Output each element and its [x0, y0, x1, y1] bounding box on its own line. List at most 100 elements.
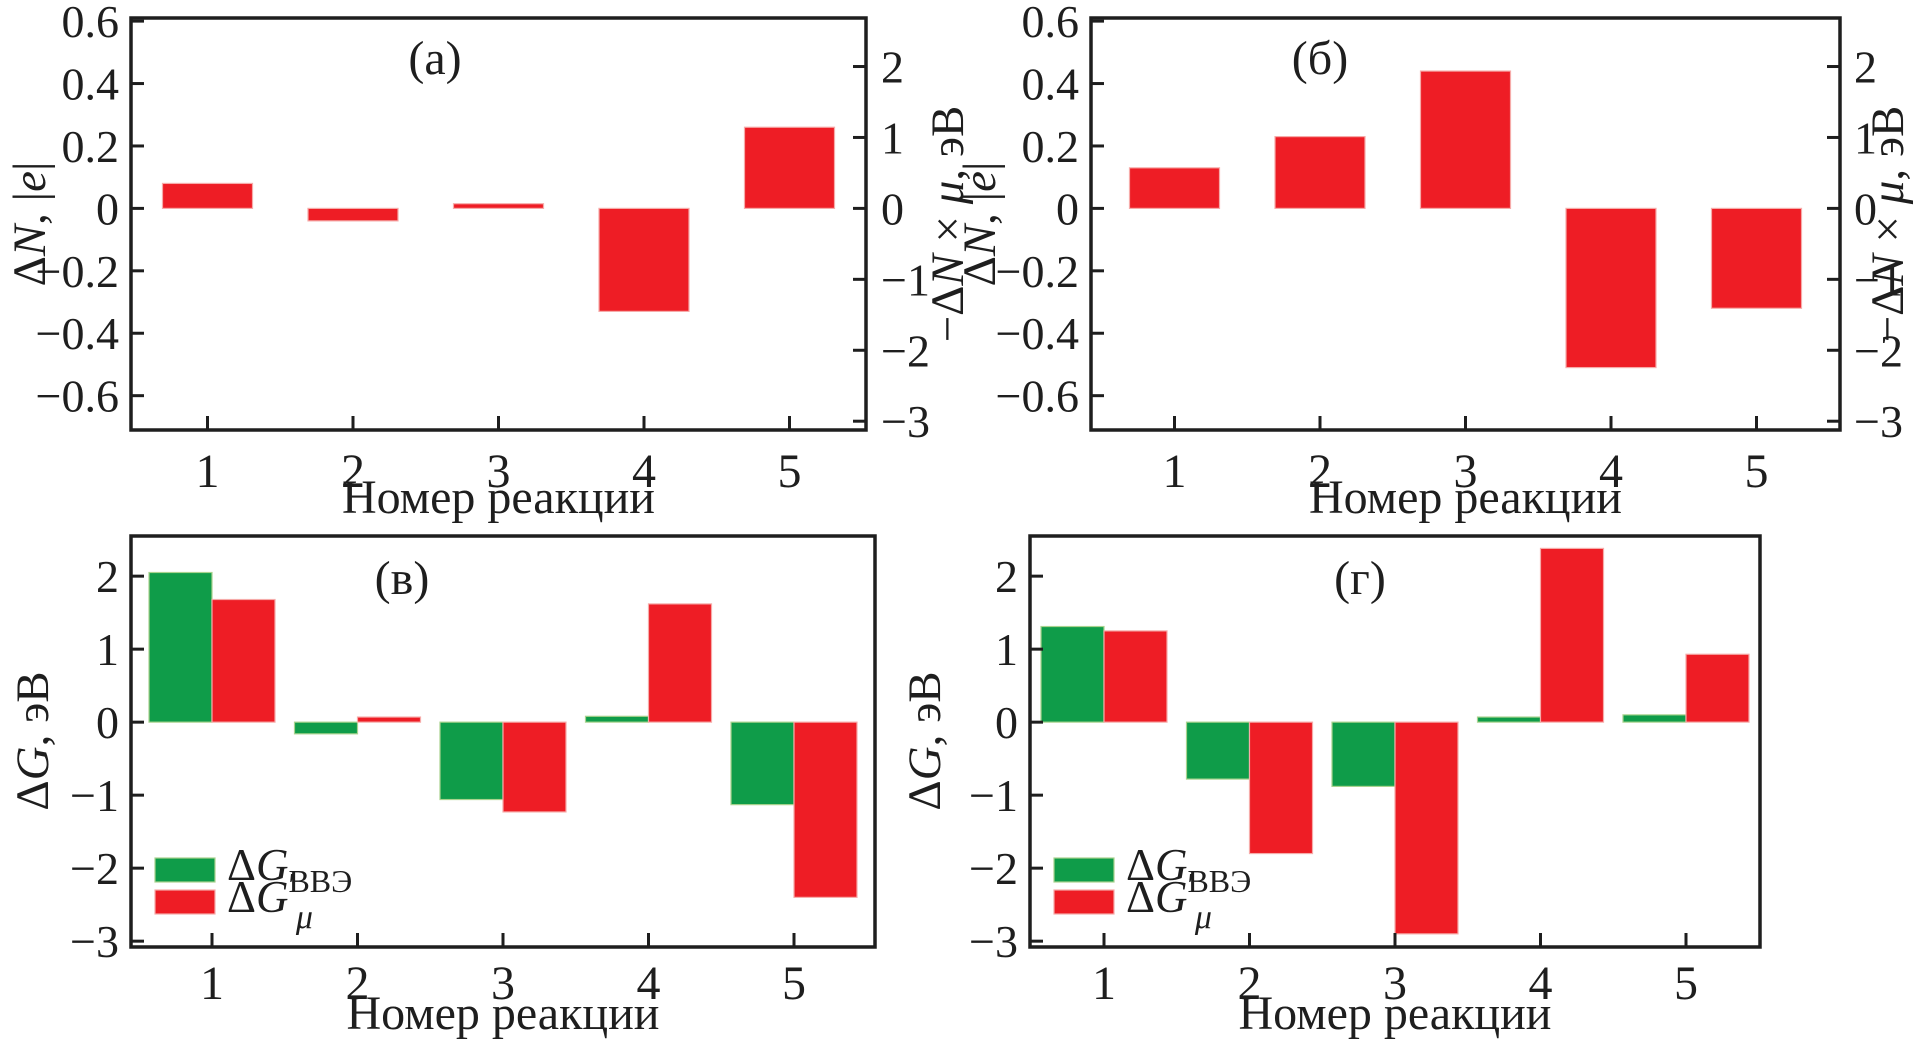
bar-panel-г-reaction-5-green	[1622, 714, 1687, 723]
x-tick-label: 4	[632, 445, 656, 498]
x-tick-label: 3	[1383, 957, 1407, 1010]
x-tick-label: 1	[1163, 445, 1187, 498]
y-tick-label-left: 1	[995, 624, 1018, 675]
bar-panel-г-reaction-2-red	[1248, 721, 1314, 855]
bar-panel-г-reaction-3-green	[1331, 721, 1396, 787]
x-tick-label: 3	[487, 445, 511, 498]
y-tick-label-left: −2	[969, 843, 1018, 894]
bar-panel-а-reaction-4	[598, 207, 690, 312]
y-tick-label-left: −1	[969, 770, 1018, 821]
x-tick-label: 1	[196, 445, 220, 498]
right-axis-label: −ΔN × μ, эВ	[922, 106, 974, 343]
x-tick-label: 3	[491, 957, 515, 1010]
panel-а-border	[129, 16, 868, 432]
x-tick-label: 2	[1238, 957, 1262, 1010]
bar-panel-а-reaction-5	[743, 126, 836, 209]
bar-panel-в-reaction-5-red	[793, 721, 858, 898]
bar-panel-в-reaction-2-red	[356, 716, 422, 723]
x-tick-label: 2	[1308, 445, 1332, 498]
bar-panel-в-reaction-3-red	[502, 721, 567, 813]
legend-label-red: ΔG′μ	[1126, 867, 1212, 936]
bar-panel-г-reaction-3-red	[1394, 721, 1459, 935]
left-axis-label: ΔG, эВ	[7, 671, 59, 810]
bar-panel-в-reaction-2-green	[293, 721, 359, 735]
y-tick-label-left: 0	[995, 697, 1018, 748]
bar-panel-в-reaction-1-green	[148, 571, 213, 723]
y-tick-label-left: 0	[96, 183, 119, 234]
legend-label-red: ΔG′μ	[227, 867, 313, 936]
bar-panel-г-reaction-1-green	[1040, 625, 1105, 723]
x-tick-label: 2	[341, 445, 365, 498]
y-tick-label-left: 0.4	[1022, 59, 1080, 110]
x-tick-label: 5	[1674, 957, 1698, 1010]
bar-panel-а-reaction-1	[161, 182, 254, 209]
y-tick-label-left: 0.2	[62, 121, 120, 172]
panel-letter: (а)	[408, 32, 461, 85]
legend-swatch-red	[1053, 889, 1115, 915]
right-axis-label: −ΔN × μ, эВ	[1862, 106, 1914, 343]
y-tick-label-right: 1	[1854, 112, 1877, 163]
y-tick-label-right: 0	[1854, 183, 1877, 234]
bar-panel-г-reaction-2-green	[1185, 721, 1251, 780]
y-tick-label-left: 2	[995, 551, 1018, 602]
y-tick-label-right: −3	[1854, 396, 1903, 447]
y-tick-label-left: −0.6	[996, 371, 1079, 422]
y-tick-label-left: 0	[1056, 183, 1079, 234]
y-tick-label-left: −2	[70, 843, 119, 894]
y-tick-label-left: −1	[70, 770, 119, 821]
y-tick-label-left: −0.2	[36, 246, 119, 297]
y-tick-label-right: −1	[881, 254, 930, 305]
y-tick-label-left: −0.2	[996, 246, 1079, 297]
x-tick-label: 4	[637, 957, 661, 1010]
bar-panel-г-reaction-5-red	[1685, 653, 1750, 723]
x-tick-label: 4	[1529, 957, 1553, 1010]
x-tick-label: 5	[782, 957, 806, 1010]
bar-panel-г-reaction-4-green	[1476, 716, 1542, 723]
legend-swatch-green	[1053, 857, 1115, 883]
bar-panel-г-reaction-4-red	[1539, 547, 1605, 723]
x-tick-label: 1	[1092, 957, 1116, 1010]
bar-panel-в-reaction-1-red	[211, 598, 276, 723]
y-tick-label-right: 2	[881, 42, 904, 93]
y-tick-label-right: −3	[881, 396, 930, 447]
y-tick-label-left: −0.4	[996, 308, 1079, 359]
y-tick-label-left: 0.6	[1022, 0, 1080, 47]
bar-panel-в-reaction-4-green	[584, 715, 650, 723]
panel-letter: (г)	[1334, 552, 1386, 605]
y-tick-label-left: 2	[96, 551, 119, 602]
bar-panel-а-reaction-2	[307, 207, 399, 222]
legend-label-green: ΔGВВЭ	[1126, 840, 1251, 899]
y-tick-label-right: 1	[881, 112, 904, 163]
left-axis-label: ΔN, |e|	[4, 162, 56, 287]
x-tick-label: 4	[1599, 445, 1623, 498]
panel-letter: (в)	[375, 552, 430, 605]
x-tick-label: 1	[200, 957, 224, 1010]
bar-panel-б-reaction-4	[1565, 207, 1657, 369]
y-tick-label-left: −0.6	[36, 371, 119, 422]
y-tick-label-left: 0.4	[62, 59, 120, 110]
x-tick-label: 5	[778, 445, 802, 498]
bar-panel-а-reaction-3	[452, 203, 545, 209]
bar-panel-б-reaction-1	[1128, 167, 1221, 209]
y-tick-label-right: −1	[1854, 254, 1903, 305]
x-tick-label: 3	[1454, 445, 1478, 498]
y-tick-label-right: −2	[1854, 325, 1903, 376]
x-axis-title: Номер реакции	[342, 471, 655, 524]
legend-label-green: ΔGВВЭ	[227, 840, 352, 899]
panel-letter: (б)	[1292, 32, 1348, 85]
bar-panel-в-reaction-4-red	[647, 603, 713, 723]
y-tick-label-left: 0.6	[62, 0, 120, 47]
left-axis-label: ΔG, эВ	[899, 671, 951, 810]
y-tick-label-left: −3	[969, 916, 1018, 967]
y-tick-label-left: 0.2	[1022, 121, 1080, 172]
bar-panel-б-reaction-3	[1419, 70, 1512, 209]
legend-swatch-green	[154, 857, 216, 883]
y-tick-label-left: −3	[70, 916, 119, 967]
bar-panel-в-reaction-3-green	[439, 721, 504, 801]
y-tick-label-right: 2	[1854, 42, 1877, 93]
x-tick-label: 2	[346, 957, 370, 1010]
left-axis-label: ΔN, |e|	[954, 162, 1006, 287]
y-tick-label-left: 0	[96, 697, 119, 748]
x-axis-title: Номер реакции	[1238, 987, 1551, 1039]
